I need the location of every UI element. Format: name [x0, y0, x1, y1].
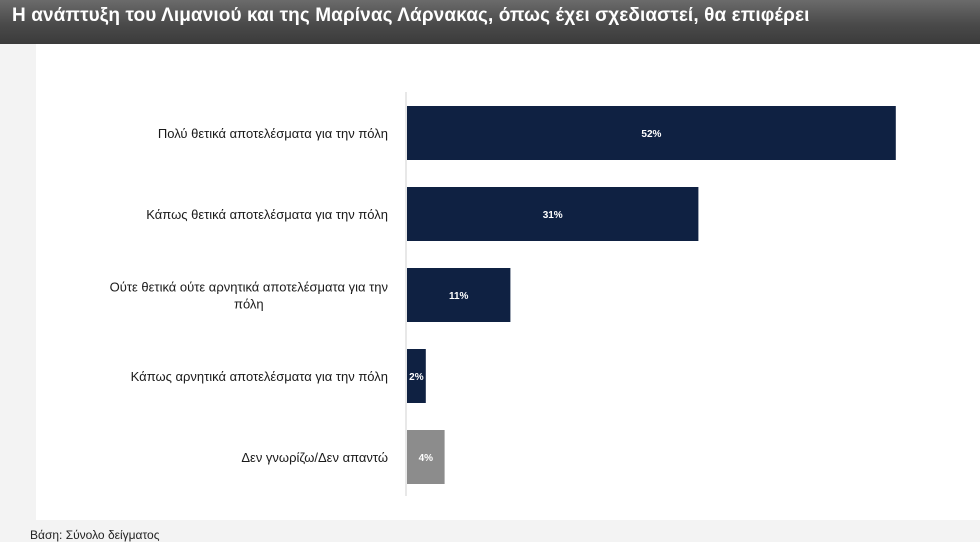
bar-value-label-5: 4% — [419, 453, 434, 464]
bar-1 — [407, 106, 896, 160]
category-label-5: Δεν γνωρίζω/Δεν απαντώ — [241, 450, 388, 465]
category-label-4: Κάπως αρνητικά αποτελέσματα για την πόλη — [131, 369, 388, 384]
bar-5 — [407, 430, 445, 484]
title-bar: Η ανάπτυξη του Λιμανιού και της Μαρίνας … — [0, 0, 980, 44]
category-label-2: Κάπως θετικά αποτελέσματα για την πόλη — [146, 207, 388, 222]
bar-value-label-4: 2% — [409, 372, 424, 383]
bar-2 — [407, 187, 699, 241]
bar-chart: 52% Πολύ θετικά αποτελέσματα για την πόλη… — [110, 92, 896, 496]
category-label-3: Ούτε θετικά ούτε αρνητικά αποτελέσματα γ… — [110, 280, 388, 312]
bar-value-label-3: 11% — [449, 291, 469, 302]
bar-value-label-1: 52% — [641, 129, 661, 140]
footer-base-note: Βάση: Σύνολο δείγματος — [30, 528, 160, 542]
bar-3 — [407, 268, 511, 322]
category-label-line: Δεν γνωρίζω/Δεν απαντώ — [241, 450, 388, 465]
bar-value-label-2: 31% — [543, 210, 563, 221]
category-label-line: Ούτε θετικά ούτε αρνητικά αποτελέσματα γ… — [110, 280, 388, 295]
chart-title: Η ανάπτυξη του Λιμανιού και της Μαρίνας … — [12, 5, 810, 26]
category-label-line: Κάπως αρνητικά αποτελέσματα για την πόλη — [131, 369, 388, 384]
category-label-line: Κάπως θετικά αποτελέσματα για την πόλη — [146, 207, 388, 222]
category-label-1: Πολύ θετικά αποτελέσματα για την πόλη — [158, 126, 388, 141]
chart-panel: 52% Πολύ θετικά αποτελέσματα για την πόλη… — [36, 44, 980, 520]
category-label-line: Πολύ θετικά αποτελέσματα για την πόλη — [158, 126, 388, 141]
category-label-line: πόλη — [234, 297, 264, 312]
bar-4 — [407, 349, 426, 403]
